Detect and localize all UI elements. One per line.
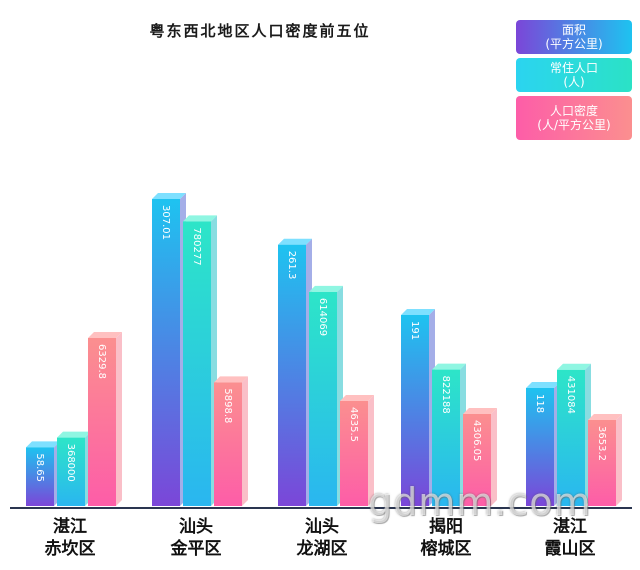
x-tick-city: 揭阳	[429, 517, 463, 537]
bar-top	[152, 193, 186, 199]
x-tick-district: 霞山区	[544, 539, 596, 559]
bar	[214, 382, 242, 506]
x-tick-city: 汕头	[305, 517, 339, 537]
bar	[340, 401, 368, 506]
bar-top	[463, 408, 497, 414]
bar-top	[26, 441, 60, 448]
bar-side	[116, 332, 122, 506]
bar-top	[401, 309, 435, 315]
legend-label: 常住人口	[549, 61, 598, 75]
x-tick-district: 龙湖区	[296, 539, 348, 559]
legend-item-population: 常住人口 (人)	[516, 58, 632, 92]
bar	[278, 244, 306, 506]
bar-value-label: 5898.8	[222, 388, 233, 423]
bar-side	[242, 376, 248, 506]
x-tick-city: 湛江	[553, 517, 587, 537]
bar-value-label: 191	[409, 321, 420, 340]
legend-label: 面积	[561, 23, 586, 37]
bar	[557, 369, 585, 506]
x-tick-district: 榕城区	[420, 539, 472, 559]
bar-value-label: 118	[534, 394, 545, 413]
bar	[57, 437, 85, 506]
bar-value-label: 614069	[317, 298, 328, 336]
bar	[401, 315, 429, 506]
bar-value-label: 6329.8	[96, 344, 107, 379]
bar-top	[340, 395, 374, 401]
bar-top	[526, 382, 560, 388]
bar	[526, 388, 554, 506]
bar-value-label: 431084	[565, 376, 576, 414]
bar-top	[557, 363, 591, 370]
x-tick-label: 湛江 赤坎区	[10, 516, 130, 560]
bar	[432, 369, 460, 506]
bar	[588, 420, 616, 506]
bar-value-label: 261.3	[286, 251, 297, 280]
bar-value-label: 822188	[440, 376, 451, 414]
bar-value-label: 4306.05	[471, 420, 482, 461]
bar-value-label: 368000	[65, 444, 76, 482]
bar-side	[491, 408, 497, 506]
bar-side	[616, 414, 622, 506]
legend-label-unit: (平方公里)	[545, 37, 603, 51]
bar-value-label: 58.65	[34, 453, 45, 482]
x-tick-city: 湛江	[53, 517, 87, 537]
bar	[309, 291, 337, 506]
watermark: gdmm.com	[368, 480, 592, 524]
legend: 面积 (平方公里) 常住人口 (人) 人口密度 (人/平方公里)	[516, 20, 632, 144]
x-tick-district: 金平区	[170, 539, 222, 559]
legend-label-unit: (人/平方公里)	[537, 118, 611, 132]
bar-value-label: 3653.2	[596, 426, 607, 461]
bar-top	[588, 414, 622, 420]
bar-top	[57, 431, 91, 438]
bar	[26, 447, 54, 506]
legend-item-area: 面积 (平方公里)	[516, 20, 632, 54]
bar-top	[309, 285, 343, 292]
bar-top	[432, 363, 466, 370]
bar-top	[214, 376, 248, 383]
bar	[88, 338, 116, 506]
bar	[152, 199, 180, 506]
x-tick-label: 揭阳 榕城区	[386, 516, 506, 560]
legend-label-unit: (人)	[563, 75, 585, 89]
bars-group: 58.65 307.01 261.3 191 118 368000 780277 614069…	[26, 193, 622, 506]
bar-value-label: 780277	[191, 227, 202, 265]
bar	[183, 221, 211, 506]
x-tick-label: 汕头 龙湖区	[262, 516, 382, 560]
bar-side	[368, 395, 374, 506]
x-tick-district: 赤坎区	[44, 539, 96, 559]
x-tick-label: 汕头 金平区	[136, 516, 256, 560]
bar-value-label: 307.01	[160, 205, 171, 240]
bar	[463, 414, 491, 506]
legend-item-density: 人口密度 (人/平方公里)	[516, 96, 632, 140]
legend-label: 人口密度	[549, 104, 598, 118]
bar-top	[278, 238, 312, 245]
bar-top	[183, 215, 217, 222]
x-tick-city: 汕头	[179, 517, 213, 537]
x-tick-label: 湛江 霞山区	[510, 516, 630, 560]
bar-top	[88, 332, 122, 338]
bar-value-label: 4635.5	[348, 407, 359, 442]
chart-title: 粤东西北地区人口密度前五位	[149, 22, 371, 40]
